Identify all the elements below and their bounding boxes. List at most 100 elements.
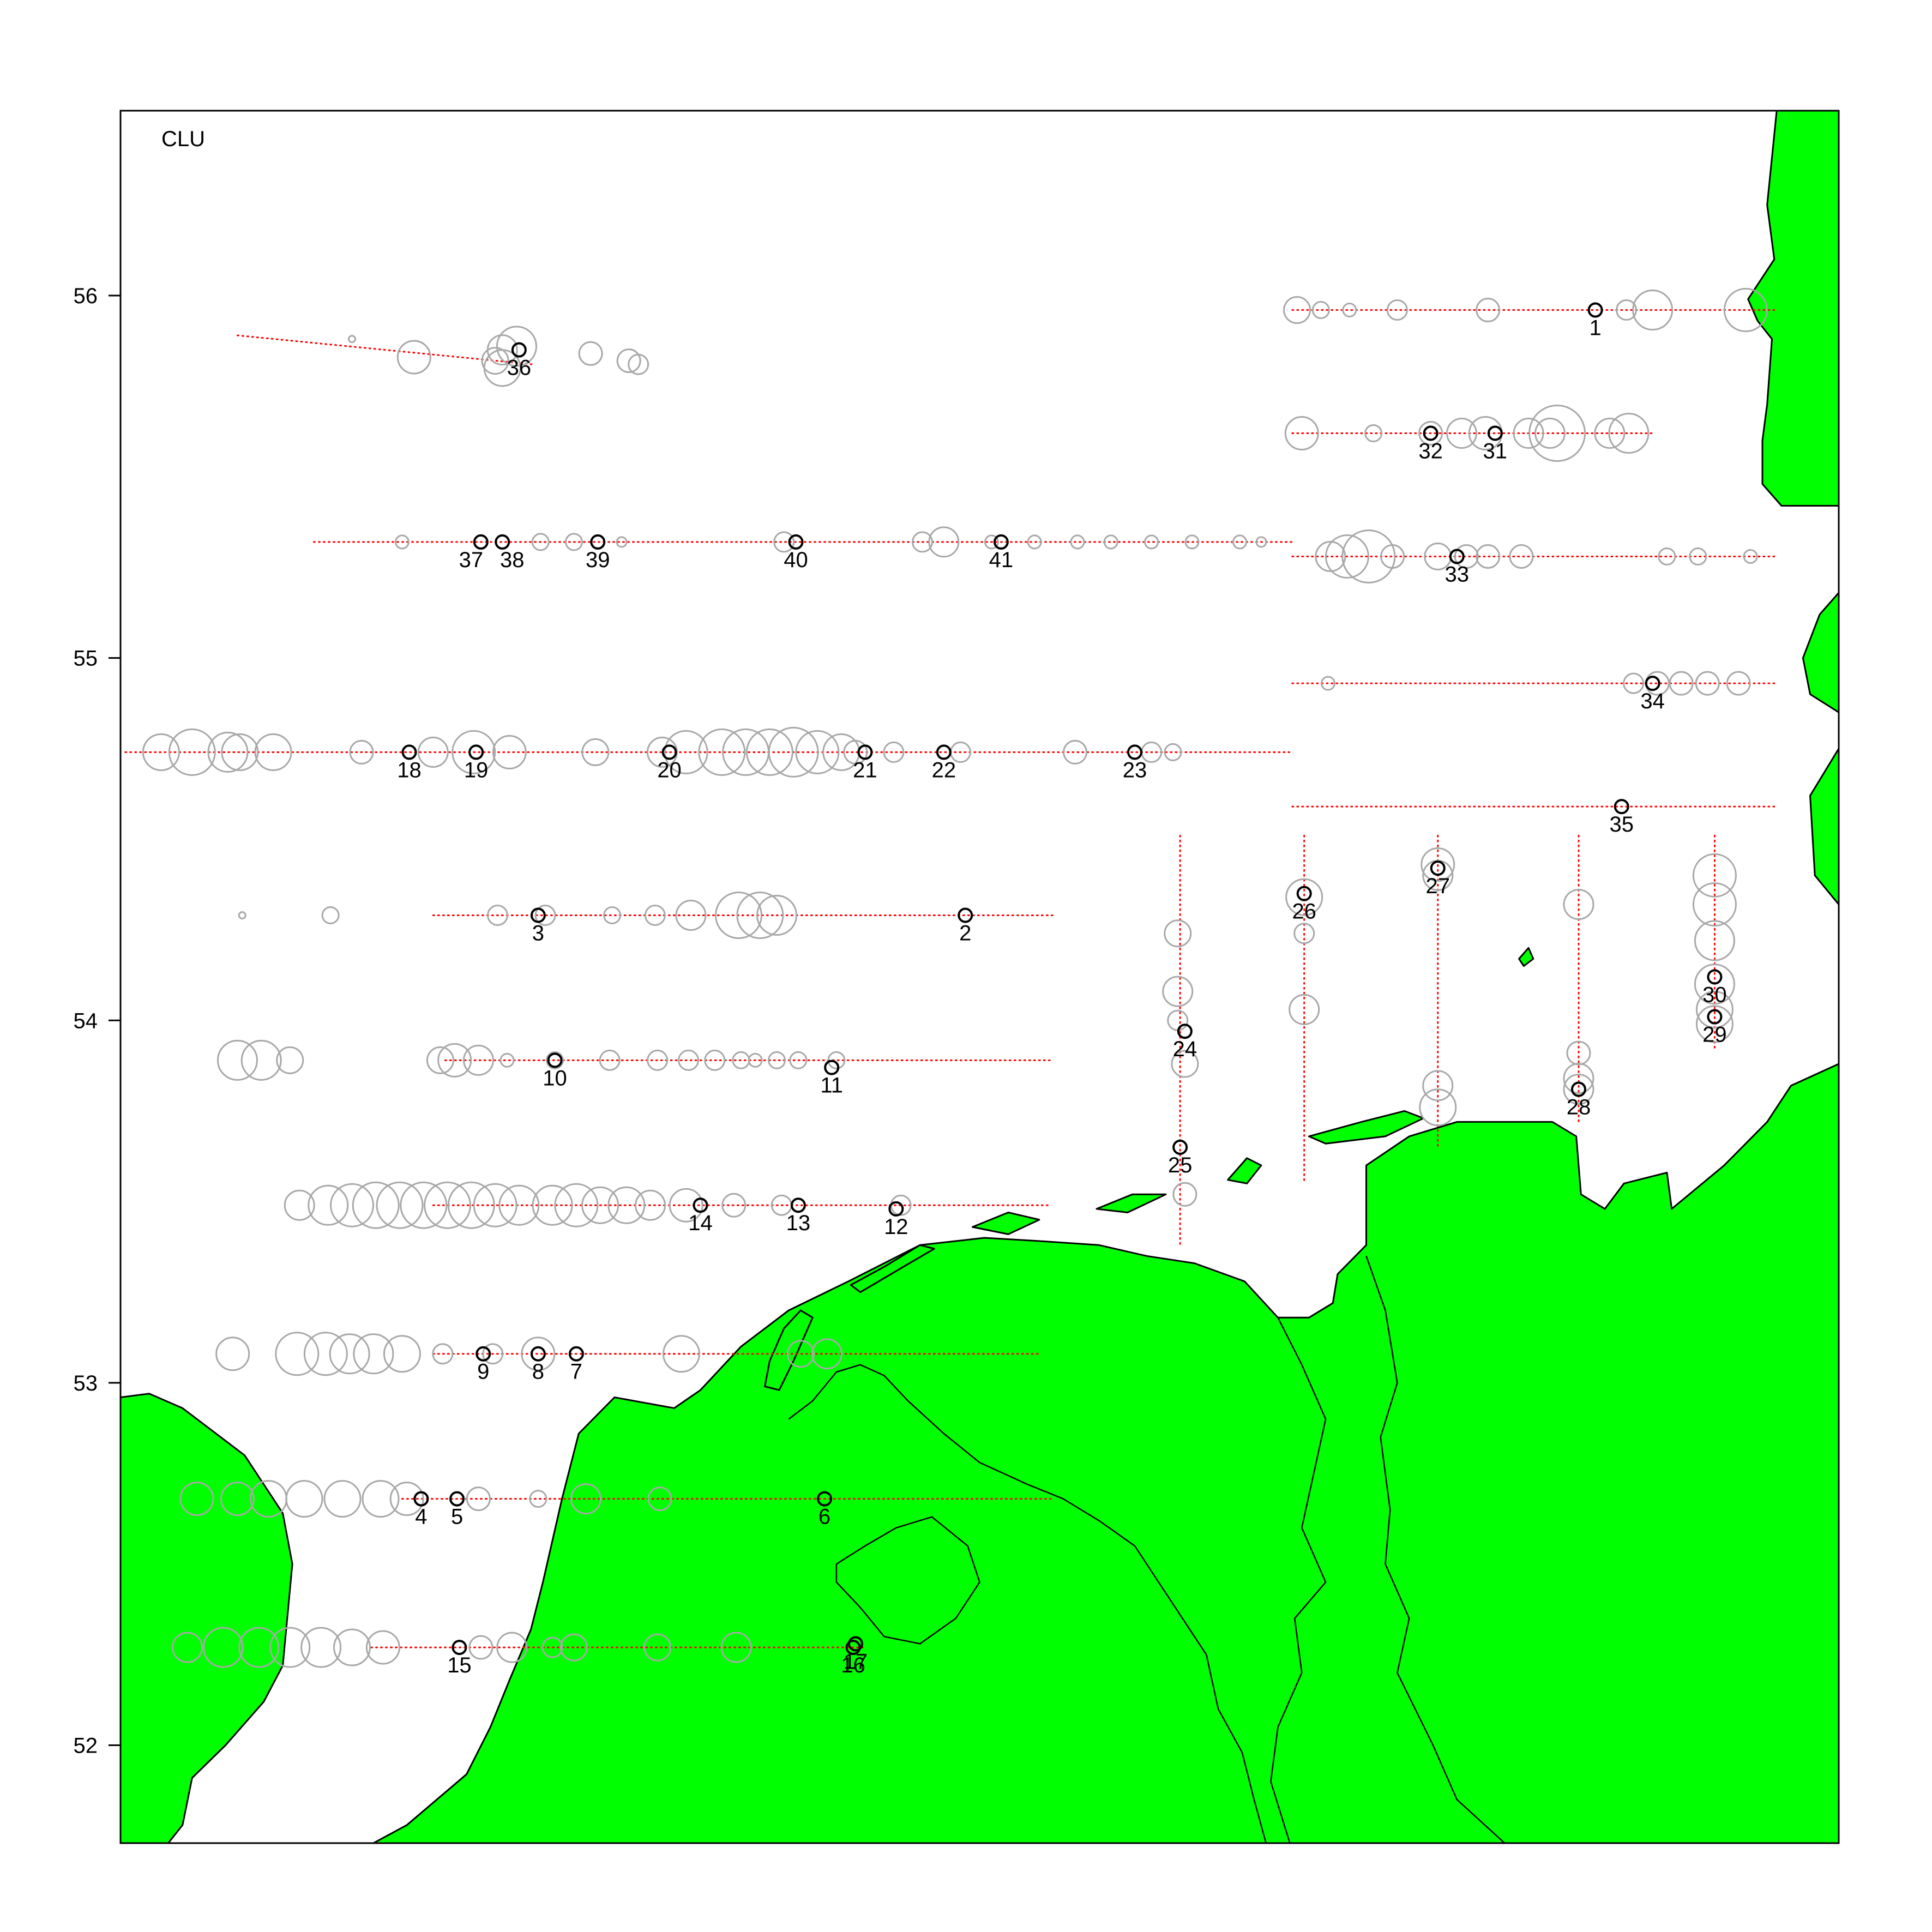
catch-bubble [376, 1181, 424, 1229]
catch-bubble [531, 533, 550, 551]
catch-bubble [786, 1340, 815, 1368]
catch-bubble [565, 533, 583, 551]
catch-bubble [333, 1628, 371, 1666]
catch-bubble [534, 905, 556, 926]
catch-bubble [481, 347, 509, 375]
catch-bubble [768, 726, 819, 778]
station-marker-21 [857, 744, 873, 760]
catch-bubble [795, 730, 840, 774]
station-marker-34 [1645, 676, 1660, 691]
station-label-4: 4 [415, 1505, 427, 1529]
catch-bubble [473, 1183, 517, 1227]
station-label-11: 11 [820, 1074, 843, 1098]
catch-bubble [303, 1332, 348, 1376]
catch-bubble [329, 1333, 370, 1375]
station-label-8: 8 [532, 1360, 544, 1384]
track-line [236, 334, 534, 365]
y-tick-label: 56 [74, 284, 98, 308]
catch-bubble [168, 728, 216, 776]
panel-label: CLU [161, 127, 205, 151]
catch-bubble [748, 1052, 763, 1068]
catch-bubble [773, 531, 795, 553]
land-borkum [1227, 1157, 1262, 1184]
catch-bubble [721, 1193, 747, 1218]
catch-bubble [678, 1049, 700, 1071]
station-marker-4 [413, 1491, 429, 1507]
catch-bubble [1623, 672, 1645, 694]
catch-bubble [1669, 671, 1694, 696]
station-marker-23 [1127, 744, 1142, 760]
catch-bubble [486, 905, 508, 926]
catch-bubble [1694, 920, 1735, 961]
catch-bubble [1103, 534, 1118, 550]
catch-bubble [603, 906, 622, 925]
catch-bubble [581, 1186, 619, 1224]
station-marker-10 [547, 1052, 563, 1068]
station-label-13: 13 [786, 1211, 811, 1235]
catch-bubble [647, 1486, 672, 1512]
catch-bubble [400, 1181, 448, 1229]
catch-bubble [1476, 544, 1501, 569]
station-marker-8 [530, 1346, 546, 1362]
catch-bubble [396, 340, 431, 375]
catch-bubble [1608, 413, 1650, 454]
catch-bubble [452, 730, 496, 774]
station-marker-6 [817, 1491, 833, 1507]
catch-bubble [238, 911, 246, 920]
station-marker-25 [1172, 1139, 1188, 1155]
catch-bubble [498, 1184, 540, 1226]
catch-bubble [348, 335, 357, 344]
catch-bubble [496, 1632, 528, 1663]
station-marker-7 [568, 1346, 584, 1362]
catch-bubble [532, 1184, 573, 1226]
station-marker-29 [1707, 1009, 1723, 1025]
catch-bubble [1172, 1182, 1197, 1207]
station-marker-28 [1570, 1081, 1586, 1097]
station-marker-27 [1430, 860, 1446, 876]
catch-bubble [1070, 534, 1085, 550]
land-jutland-denmark [1747, 111, 1839, 507]
catch-bubble [1289, 994, 1320, 1025]
station-marker-30 [1707, 969, 1723, 985]
catch-bubble [499, 1052, 515, 1068]
catch-bubble [179, 1482, 214, 1516]
station-label-35: 35 [1609, 812, 1634, 836]
inland-boundaries [788, 1255, 1506, 1843]
catch-bubble [827, 1051, 846, 1069]
catch-bubble [1386, 299, 1408, 321]
catch-bubble [383, 1335, 421, 1373]
catch-bubble [352, 1181, 400, 1229]
station-marker-13 [790, 1197, 806, 1213]
catch-bubble [843, 739, 868, 765]
station-label-15: 15 [447, 1653, 472, 1677]
catch-bubble [669, 1188, 703, 1223]
station-label-30: 30 [1702, 983, 1727, 1007]
catch-bubble [1594, 418, 1626, 449]
station-label-27: 27 [1426, 874, 1450, 898]
catch-bubble [714, 892, 762, 940]
catch-bubble [1184, 534, 1200, 550]
catch-bubble [1743, 549, 1758, 564]
catch-bubble [285, 1480, 323, 1518]
catch-bubble [447, 1181, 495, 1229]
catch-bubble [1418, 421, 1443, 446]
catch-bubble [578, 341, 603, 366]
station-label-2: 2 [959, 922, 971, 946]
station-label-6: 6 [818, 1505, 830, 1529]
station-marker-24 [1177, 1024, 1193, 1039]
catch-bubble [1341, 529, 1396, 584]
catch-bubble [736, 892, 784, 940]
catch-bubble [1563, 889, 1594, 920]
station-label-22: 22 [932, 758, 956, 782]
catch-bubble [546, 1051, 564, 1069]
catch-bubble [1315, 541, 1346, 573]
catch-bubble [1695, 671, 1720, 696]
catch-bubbles [142, 288, 1768, 1668]
station-marker-19 [468, 744, 484, 760]
catch-bubble [1513, 418, 1544, 449]
catch-bubble [426, 1046, 454, 1074]
catch-bubble [1454, 544, 1479, 569]
catch-bubble [1632, 290, 1674, 331]
station-label-21: 21 [853, 758, 877, 782]
station-label-12: 12 [884, 1215, 908, 1239]
